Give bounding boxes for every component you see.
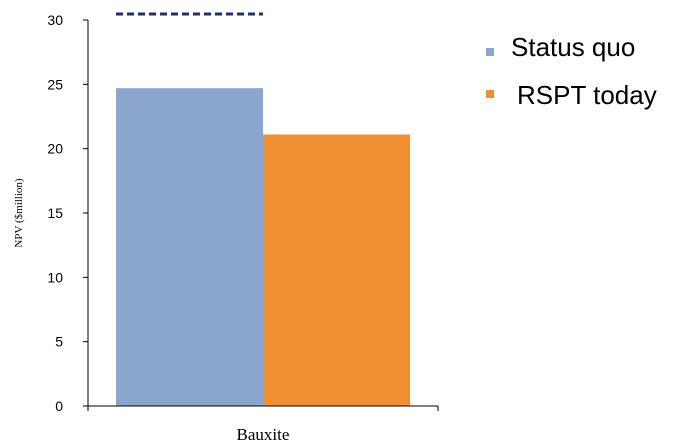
- y-axis-title: NPV ($million): [13, 178, 25, 248]
- y-tick-label: 30: [47, 12, 63, 28]
- y-tick-label: 20: [47, 141, 63, 157]
- bars: [116, 88, 410, 407]
- y-tick-label: 25: [47, 76, 63, 92]
- legend-label-status-quo: Status quo: [511, 32, 635, 62]
- category-label: Bauxite: [237, 425, 290, 444]
- legend-swatch-status-quo: [486, 48, 494, 56]
- bar-status-quo: [116, 88, 263, 407]
- bar-rspt-today: [263, 134, 410, 406]
- y-tick-label: 5: [55, 334, 63, 350]
- y-axis-ticks: 0 5 10 15 20 25 30: [47, 12, 88, 414]
- legend: Status quo RSPT today: [486, 32, 657, 110]
- y-tick-label: 15: [47, 205, 63, 221]
- y-tick-label: 10: [47, 269, 63, 285]
- legend-swatch-rspt-today: [486, 90, 494, 98]
- legend-label-rspt-today: RSPT today: [517, 80, 657, 110]
- y-tick-label: 0: [55, 398, 63, 414]
- x-axis-ticks: Bauxite: [87, 406, 439, 444]
